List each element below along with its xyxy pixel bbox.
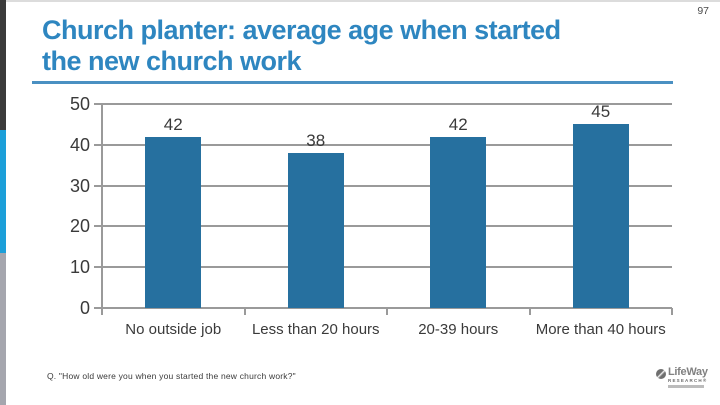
gridline-30 xyxy=(102,184,672,187)
slide-top-edge xyxy=(0,0,720,2)
gridline-50 xyxy=(102,103,672,105)
x-axis-label-1: Less than 20 hours xyxy=(251,321,380,338)
bar-1 xyxy=(287,152,344,308)
y-axis-tick-50 xyxy=(94,103,102,105)
y-axis-tick-30 xyxy=(94,184,102,187)
bar-value-label-2: 42 xyxy=(448,114,468,134)
y-axis-label-20: 20 xyxy=(69,216,90,237)
x-axis-label-0: No outside job xyxy=(125,321,222,338)
x-axis-label-2: 20-39 hours xyxy=(418,321,499,338)
lifeway-research-logo: LifeWay RESEARCH® xyxy=(656,367,708,388)
y-axis-label-0: 0 xyxy=(79,298,90,318)
gridline-40 xyxy=(102,143,672,146)
gridline-20 xyxy=(102,225,672,228)
x-axis-tick-2 xyxy=(386,308,388,315)
y-axis-tick-0 xyxy=(94,307,102,309)
y-axis-label-40: 40 xyxy=(69,134,90,155)
left-accent-strip-gray xyxy=(0,253,6,405)
logo-tagline-bar xyxy=(668,385,704,388)
logo-name: LifeWay xyxy=(668,366,708,378)
slide-title: Church planter: average age when started… xyxy=(42,15,561,77)
y-axis-line xyxy=(101,104,103,315)
bar-0 xyxy=(145,136,202,308)
title-underline xyxy=(32,81,673,84)
x-axis-tick-3 xyxy=(528,308,531,315)
lifeway-globe-icon xyxy=(656,369,666,379)
y-axis-tick-10 xyxy=(94,266,102,269)
survey-question-footnote: Q. "How old were you when you started th… xyxy=(47,371,296,381)
page-number: 97 xyxy=(697,5,709,17)
gridline-10 xyxy=(102,266,672,269)
left-accent-strip-blue xyxy=(0,130,6,253)
y-axis-tick-20 xyxy=(94,225,102,228)
bar-value-label-3: 45 xyxy=(591,102,611,122)
y-axis-label-50: 50 xyxy=(69,94,90,114)
left-accent-strip-dark xyxy=(0,0,6,130)
y-axis-label-30: 30 xyxy=(69,175,90,196)
x-axis-tick-4 xyxy=(671,308,673,315)
bar-value-label-0: 42 xyxy=(163,114,183,134)
slide-title-line1: Church planter: average age when started xyxy=(42,15,561,45)
logo-subtitle: RESEARCH® xyxy=(668,378,708,383)
bar-value-label-1: 38 xyxy=(306,130,326,150)
y-axis-label-10: 10 xyxy=(69,257,90,278)
x-axis-label-3: More than 40 hours xyxy=(535,321,666,338)
slide-title-line2: the new church work xyxy=(42,46,302,76)
x-axis-tick-1 xyxy=(243,308,246,315)
bar-3 xyxy=(572,124,629,308)
x-axis-tick-0 xyxy=(101,308,103,315)
y-axis-tick-40 xyxy=(94,143,102,146)
bar-2 xyxy=(430,136,487,308)
